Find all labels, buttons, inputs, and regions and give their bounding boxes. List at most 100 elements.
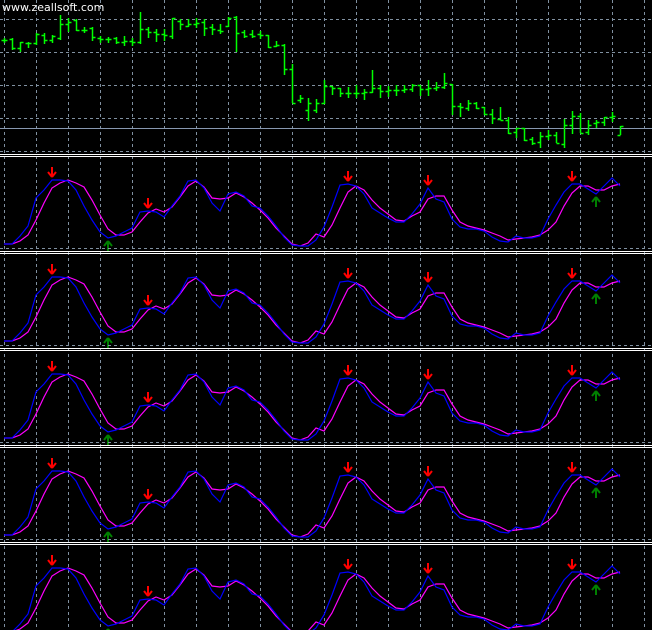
ohlc-bar bbox=[545, 130, 552, 140]
ohlc-bar bbox=[137, 12, 144, 44]
ohlc-bar bbox=[33, 33, 40, 45]
ohlc-bar bbox=[353, 85, 360, 98]
ohlc-bar bbox=[497, 107, 504, 122]
down-arrow-icon bbox=[423, 175, 433, 186]
ohlc-bar bbox=[145, 27, 152, 38]
ohlc-bar bbox=[281, 44, 288, 75]
ohlc-bar bbox=[505, 117, 512, 135]
ohlc-bar bbox=[9, 38, 16, 50]
watermark: www.zeallsoft.com bbox=[2, 1, 105, 14]
fast-line bbox=[4, 274, 621, 344]
down-arrow-icon bbox=[423, 466, 433, 477]
ohlc-bar bbox=[369, 70, 376, 94]
fast-line bbox=[4, 177, 621, 247]
ohlc-bar bbox=[217, 24, 224, 34]
slow-line bbox=[15, 567, 621, 630]
down-arrow-icon bbox=[143, 295, 153, 306]
ohlc-bar bbox=[409, 84, 416, 92]
ohlc-bar bbox=[233, 16, 240, 52]
ohlc-bar bbox=[161, 29, 168, 41]
oscillator-panel-1 bbox=[4, 167, 621, 251]
ohlc-bar bbox=[225, 17, 232, 28]
up-arrow-icon bbox=[591, 196, 601, 207]
ohlc-bar bbox=[593, 120, 600, 128]
slow-line bbox=[4, 373, 621, 441]
ohlc-bar bbox=[585, 120, 592, 135]
ohlc-bar bbox=[105, 37, 112, 43]
up-arrow-icon bbox=[103, 337, 113, 348]
ohlc-bar bbox=[57, 15, 64, 40]
oscillator-panel-4 bbox=[4, 458, 621, 542]
up-arrow-icon bbox=[103, 434, 113, 445]
ohlc-bar bbox=[385, 86, 392, 97]
up-arrow-icon bbox=[591, 390, 601, 401]
ohlc-bar bbox=[513, 127, 520, 138]
ohlc-bar bbox=[417, 84, 424, 96]
fast-line bbox=[13, 565, 621, 630]
ohlc-bar bbox=[81, 27, 88, 33]
ohlc-bar bbox=[153, 29, 160, 42]
ohlc-bar bbox=[489, 109, 496, 124]
ohlc-bar bbox=[241, 30, 248, 38]
ohlc-bar bbox=[529, 137, 536, 145]
down-arrow-icon bbox=[567, 365, 577, 376]
ohlc-bar bbox=[209, 24, 216, 35]
down-arrow-icon bbox=[567, 462, 577, 473]
ohlc-bar bbox=[297, 95, 304, 103]
ohlc-bar bbox=[169, 17, 176, 39]
ohlc-bar bbox=[265, 34, 272, 49]
ohlc-bar bbox=[305, 98, 312, 121]
ohlc-bar bbox=[473, 102, 480, 110]
ohlc-bar bbox=[345, 87, 352, 98]
down-arrow-icon bbox=[423, 272, 433, 283]
oscillator-panel-3 bbox=[4, 361, 621, 445]
ohlc-bar bbox=[1, 38, 8, 43]
ohlc-bar bbox=[561, 119, 568, 148]
down-arrow-icon bbox=[143, 392, 153, 403]
down-arrow-icon bbox=[343, 268, 353, 279]
ohlc-bar bbox=[97, 36, 104, 43]
ohlc-bar bbox=[361, 89, 368, 100]
down-arrow-icon bbox=[47, 264, 57, 275]
down-arrow-icon bbox=[143, 198, 153, 209]
ohlc-bar bbox=[273, 41, 280, 48]
down-arrow-icon bbox=[423, 563, 433, 574]
ohlc-bar bbox=[617, 125, 624, 137]
ohlc-bar bbox=[313, 99, 320, 113]
ohlc-bar bbox=[393, 85, 400, 96]
up-arrow-icon bbox=[591, 487, 601, 498]
ohlc-bar bbox=[193, 18, 200, 28]
ohlc-bar bbox=[289, 64, 296, 105]
ohlc-bar bbox=[73, 19, 80, 32]
down-arrow-icon bbox=[567, 559, 577, 570]
fast-line bbox=[4, 468, 621, 538]
ohlc-bar bbox=[577, 113, 584, 135]
ohlc-bar bbox=[337, 87, 344, 97]
ohlc-bar bbox=[49, 35, 56, 43]
ohlc-bar bbox=[601, 116, 608, 126]
down-arrow-icon bbox=[567, 171, 577, 182]
fast-line bbox=[4, 371, 621, 441]
ohlc-bar bbox=[25, 42, 32, 48]
ohlc-bar bbox=[441, 73, 448, 89]
ohlc-bar bbox=[113, 37, 120, 44]
ohlc-bar bbox=[481, 106, 488, 116]
slow-line bbox=[4, 179, 621, 247]
ohlc-bar bbox=[249, 30, 256, 38]
ohlc-bar bbox=[401, 85, 408, 93]
ohlc-bar bbox=[569, 111, 576, 134]
ohlc-bar bbox=[185, 19, 192, 28]
ohlc-bar bbox=[449, 83, 456, 115]
down-arrow-icon bbox=[423, 369, 433, 380]
ohlc-bar bbox=[89, 27, 96, 41]
down-arrow-icon bbox=[343, 171, 353, 182]
up-arrow-icon bbox=[103, 531, 113, 542]
down-arrow-icon bbox=[343, 365, 353, 376]
ohlc-bar bbox=[65, 18, 72, 32]
down-arrow-icon bbox=[47, 555, 57, 566]
ohlc-bar bbox=[329, 85, 336, 95]
oscillator-panel-2 bbox=[4, 264, 621, 348]
ohlc-bar bbox=[465, 100, 472, 111]
